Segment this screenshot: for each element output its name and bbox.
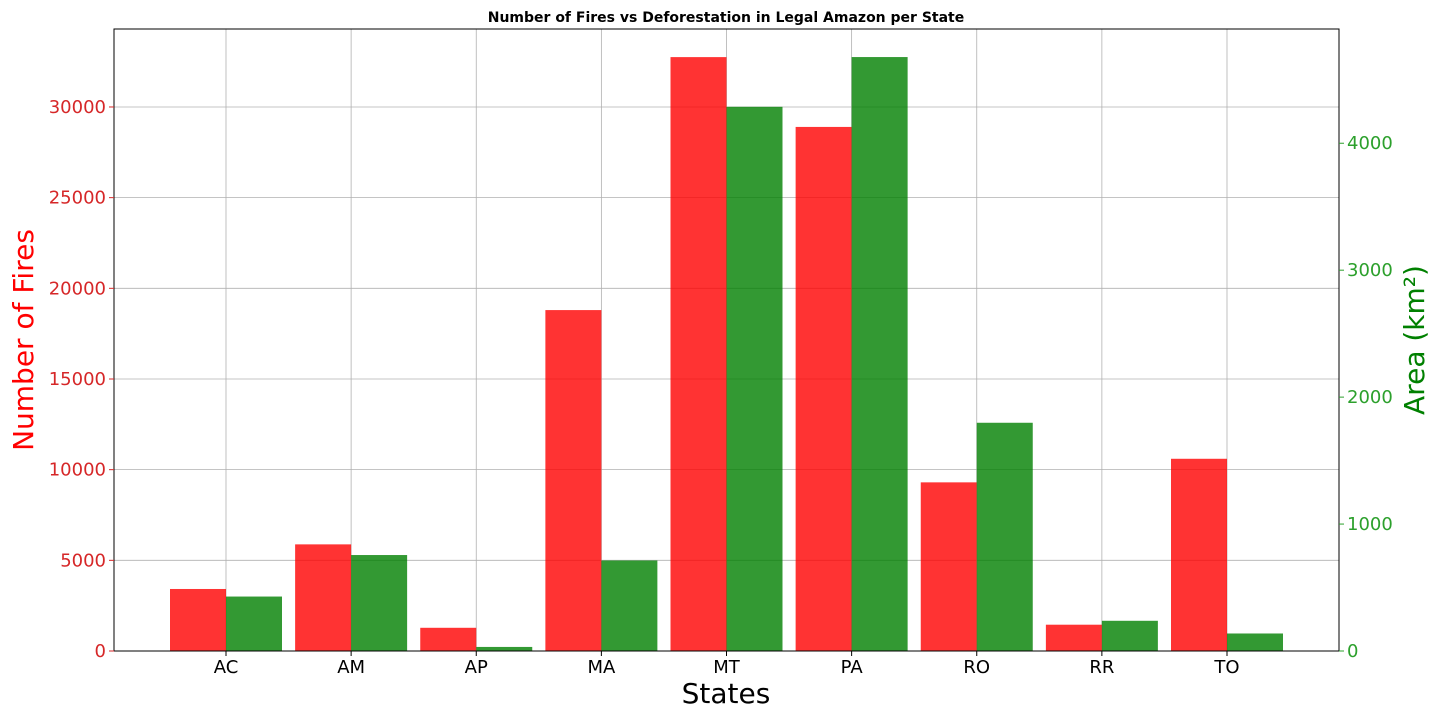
- x-tick-label-AP: AP: [465, 657, 488, 678]
- x-tick-label-TO: TO: [1213, 657, 1239, 678]
- bar-area-AM: [351, 555, 408, 651]
- x-tick-label-AM: AM: [337, 657, 365, 678]
- y-tick-label-right: 0: [1347, 641, 1358, 662]
- y-tick-label-left: 25000: [49, 188, 106, 209]
- bar-fires-AP: [420, 627, 477, 651]
- bar-area-RR: [1101, 620, 1158, 651]
- x-tick-label-RO: RO: [963, 657, 990, 678]
- x-tick-label-AC: AC: [214, 657, 239, 678]
- bar-fires-AC: [170, 588, 226, 651]
- x-axis-label: States: [682, 677, 771, 710]
- bar-area-RO: [976, 422, 1033, 651]
- bar-fires-TO: [1171, 458, 1227, 651]
- bar-fires-AM: [295, 544, 352, 651]
- bar-fires-MT: [670, 57, 727, 652]
- bar-area-MA: [601, 560, 658, 651]
- ticks-layer: AC AM AP MA MT PA RO RR TO0500010000150002000025…: [49, 97, 1393, 678]
- y-tick-label-right: 4000: [1347, 133, 1393, 154]
- x-tick-label-MT: MT: [713, 657, 741, 678]
- bar-fires-PA: [795, 126, 852, 652]
- y-tick-label-left: 15000: [49, 369, 106, 390]
- bars-layer: [170, 57, 1283, 652]
- bar-area-AP: [476, 646, 533, 651]
- bar-fires-RR: [1045, 624, 1102, 651]
- bar-area-MT: [726, 106, 783, 651]
- bar-area-AC: [226, 596, 282, 651]
- bar-area-TO: [1227, 633, 1283, 651]
- y-tick-label-left: 10000: [49, 460, 106, 481]
- y-axis-label-left: Number of Fires: [7, 229, 40, 451]
- bar-fires-MA: [545, 310, 602, 651]
- y-tick-label-left: 20000: [49, 278, 106, 299]
- chart-title: Number of Fires vs Deforestation in Lega…: [488, 10, 964, 26]
- y-tick-label-left: 0: [95, 641, 106, 662]
- y-tick-label-right: 1000: [1347, 514, 1393, 535]
- bar-fires-RO: [920, 482, 977, 651]
- x-tick-label-PA: PA: [841, 657, 864, 678]
- y-tick-label-left: 30000: [49, 97, 106, 118]
- y-axis-label-right: Area (km²): [1398, 265, 1431, 415]
- y-tick-label-right: 2000: [1347, 387, 1393, 408]
- bar-area-PA: [851, 57, 908, 652]
- y-tick-label-left: 5000: [60, 550, 106, 571]
- x-tick-label-MA: MA: [587, 657, 616, 678]
- y-tick-label-right: 3000: [1347, 260, 1393, 281]
- x-tick-label-RR: RR: [1089, 657, 1114, 678]
